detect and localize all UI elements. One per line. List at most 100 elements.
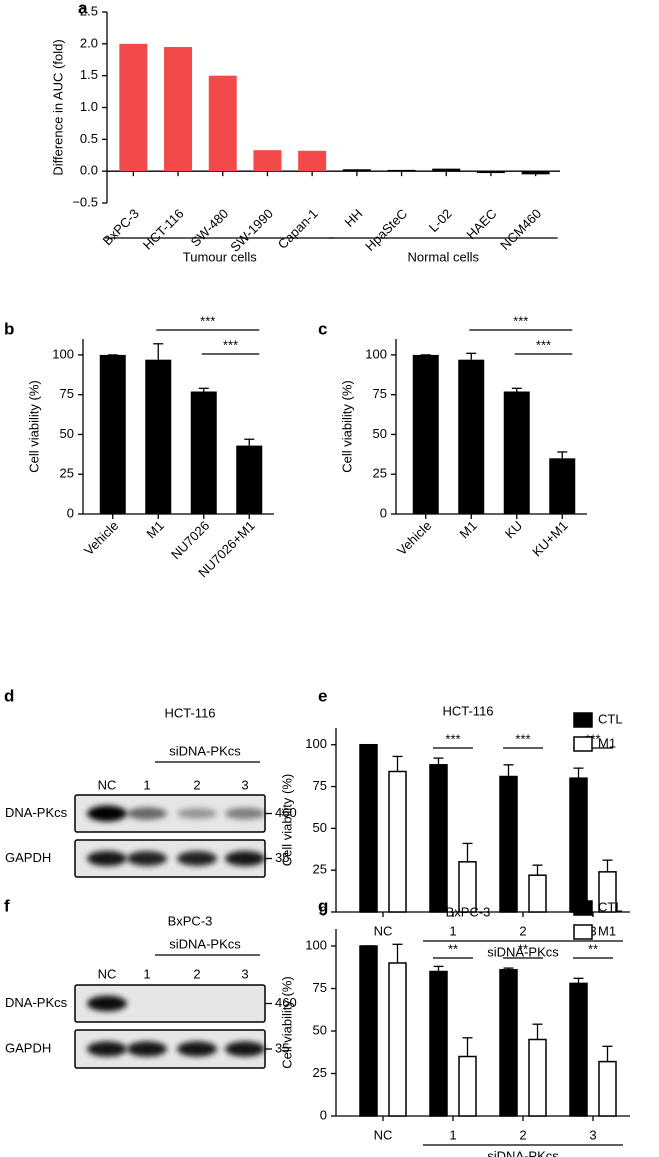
lane-label: 3 <box>241 966 248 981</box>
x-tick-label: Vehicle <box>81 518 121 558</box>
size-label: 460 <box>275 995 297 1010</box>
y-axis-label: Cell viability (%) <box>26 380 41 472</box>
band <box>225 807 265 820</box>
y-tick-label: 0 <box>320 1107 327 1122</box>
band <box>177 1041 217 1057</box>
y-tick-label: 100 <box>52 346 74 361</box>
blot-group: siDNA-PKcs <box>169 936 241 951</box>
legend-swatch <box>573 924 593 940</box>
bar <box>476 171 505 174</box>
legend-label: M1 <box>598 735 616 750</box>
x-tick-label: SW-480 <box>188 206 232 250</box>
bar <box>359 945 378 1117</box>
bar <box>458 1055 477 1117</box>
y-tick-label: 25 <box>60 466 74 481</box>
band <box>87 1041 127 1057</box>
y-axis-label: Difference in AUC (fold) <box>50 39 65 175</box>
y-tick-label: 75 <box>313 778 327 793</box>
bar <box>528 874 547 913</box>
y-tick-label: 0 <box>380 505 387 520</box>
bar <box>253 150 282 172</box>
bar <box>236 445 263 514</box>
chart-title: HCT-116 <box>442 703 493 718</box>
panel-label: e <box>318 686 327 705</box>
y-tick-label: 100 <box>365 346 387 361</box>
bar <box>598 1060 617 1117</box>
x-tick-label: 1 <box>449 1127 456 1142</box>
x-tick-label: NU7026 <box>168 518 212 562</box>
panel-label: a <box>78 0 88 17</box>
bar <box>569 777 588 913</box>
y-tick-label: 1.0 <box>80 99 98 114</box>
x-tick-label: M1 <box>143 518 166 541</box>
bar <box>458 861 477 913</box>
y-tick-label: 50 <box>60 426 74 441</box>
row-label: GAPDH <box>5 850 51 865</box>
band <box>225 850 265 867</box>
x-tick-label: HpaSteC <box>362 206 410 254</box>
y-tick-label: −0.5 <box>72 194 98 209</box>
legend-swatch <box>573 900 593 916</box>
bar <box>164 47 193 172</box>
y-tick-label: 2.5 <box>80 3 98 18</box>
bar <box>387 169 416 172</box>
x-tick-label: 1 <box>449 923 456 938</box>
lane-label: 1 <box>143 777 150 792</box>
bar <box>528 1038 547 1117</box>
group-label: Normal cells <box>407 249 479 264</box>
bar <box>521 171 550 175</box>
panel-label: b <box>4 319 14 338</box>
size-label: 35 <box>275 1040 289 1055</box>
row-label: DNA-PKcs <box>5 995 68 1010</box>
panel-label: d <box>4 686 14 705</box>
bar <box>359 743 378 913</box>
legend-label: CTL <box>598 711 623 726</box>
x-tick-label: KU+M1 <box>529 518 571 560</box>
row-label: DNA-PKcs <box>5 805 68 820</box>
legend-swatch <box>573 712 593 728</box>
y-tick-label: 75 <box>373 386 387 401</box>
bar <box>429 764 448 913</box>
bar <box>190 391 217 514</box>
band <box>127 851 167 866</box>
band <box>127 1041 167 1057</box>
y-axis-label: Cell viability (%) <box>279 976 294 1068</box>
x-tick-label: 3 <box>589 1127 596 1142</box>
bar <box>503 391 530 514</box>
band <box>87 995 127 1012</box>
panel-label: f <box>4 896 10 915</box>
y-tick-label: 2.0 <box>80 35 98 50</box>
legend-label: M1 <box>598 923 616 938</box>
legend-label: CTL <box>598 899 623 914</box>
y-tick-label: 50 <box>373 426 387 441</box>
x-tick-label: 3 <box>589 923 596 938</box>
x-tick-label: HH <box>342 206 366 230</box>
bar <box>208 75 237 172</box>
bar <box>298 150 327 172</box>
y-tick-label: 0 <box>320 903 327 918</box>
x-tick-label: KU <box>502 518 525 541</box>
y-tick-label: 50 <box>313 820 327 835</box>
band <box>87 805 127 822</box>
blot-group: siDNA-PKcs <box>169 743 241 758</box>
x-tick-label: HAEC <box>463 206 499 242</box>
y-tick-label: 0.5 <box>80 131 98 146</box>
y-tick-label: 75 <box>313 980 327 995</box>
band <box>225 1041 265 1057</box>
bar <box>99 354 126 514</box>
bar <box>388 962 407 1117</box>
band <box>87 850 127 867</box>
x-tick-label: SW-1990 <box>227 206 276 255</box>
y-tick-label: 25 <box>313 862 327 877</box>
y-tick-label: 75 <box>60 386 74 401</box>
x-tick-label: NCM460 <box>497 206 544 253</box>
legend-swatch <box>573 736 593 752</box>
lane-label: 2 <box>193 777 200 792</box>
group-label: Tumour cells <box>183 249 257 264</box>
y-axis-label: Cell viability (%) <box>339 380 354 472</box>
lane-label: 1 <box>143 966 150 981</box>
size-label: 460 <box>275 805 297 820</box>
y-tick-label: 25 <box>313 1065 327 1080</box>
